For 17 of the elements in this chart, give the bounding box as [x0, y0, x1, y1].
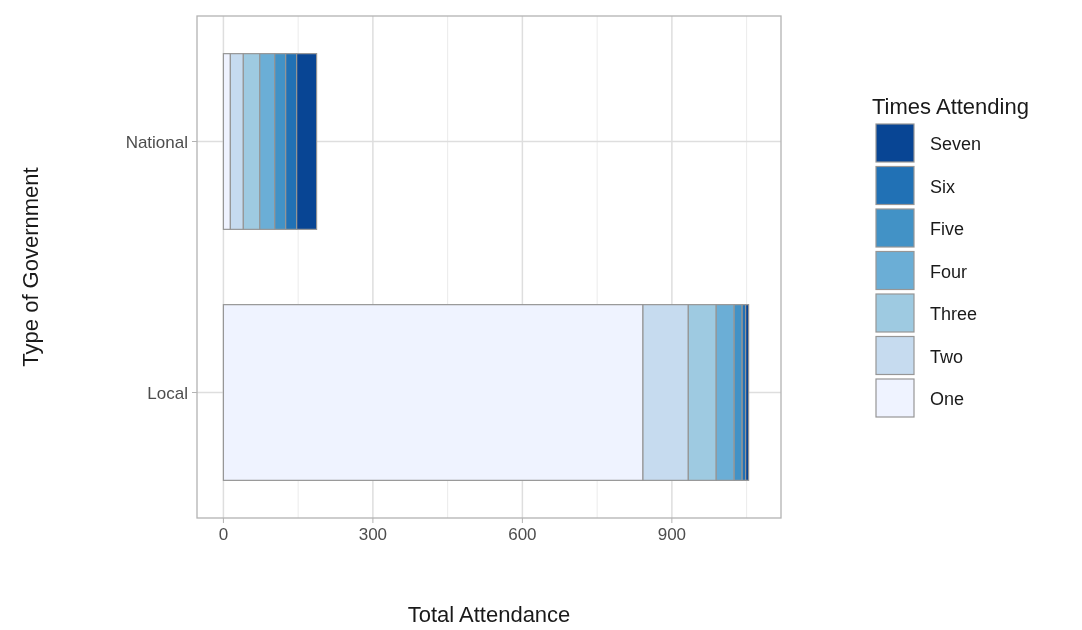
y-axis-title: Type of Government [18, 167, 43, 367]
legend-label: Five [930, 219, 965, 239]
bar [745, 304, 750, 481]
x-tick-label: 300 [358, 525, 388, 544]
y-tick-label: National [125, 132, 188, 152]
x-tick-label: 900 [657, 525, 687, 544]
x-axis-title: Total Attendance [407, 602, 571, 627]
legend-title: Times Attending [872, 94, 1029, 119]
legend-label: Six [930, 176, 956, 197]
legend-label: One [930, 389, 965, 409]
legend-label: Two [930, 346, 964, 367]
y-tick-label: Local [147, 383, 188, 403]
legend-label: Seven [930, 134, 982, 154]
legend-label: Four [930, 261, 968, 282]
x-tick-label: 0 [218, 525, 229, 544]
legend-label: Three [930, 304, 978, 324]
x-tick-label: 600 [508, 525, 537, 544]
